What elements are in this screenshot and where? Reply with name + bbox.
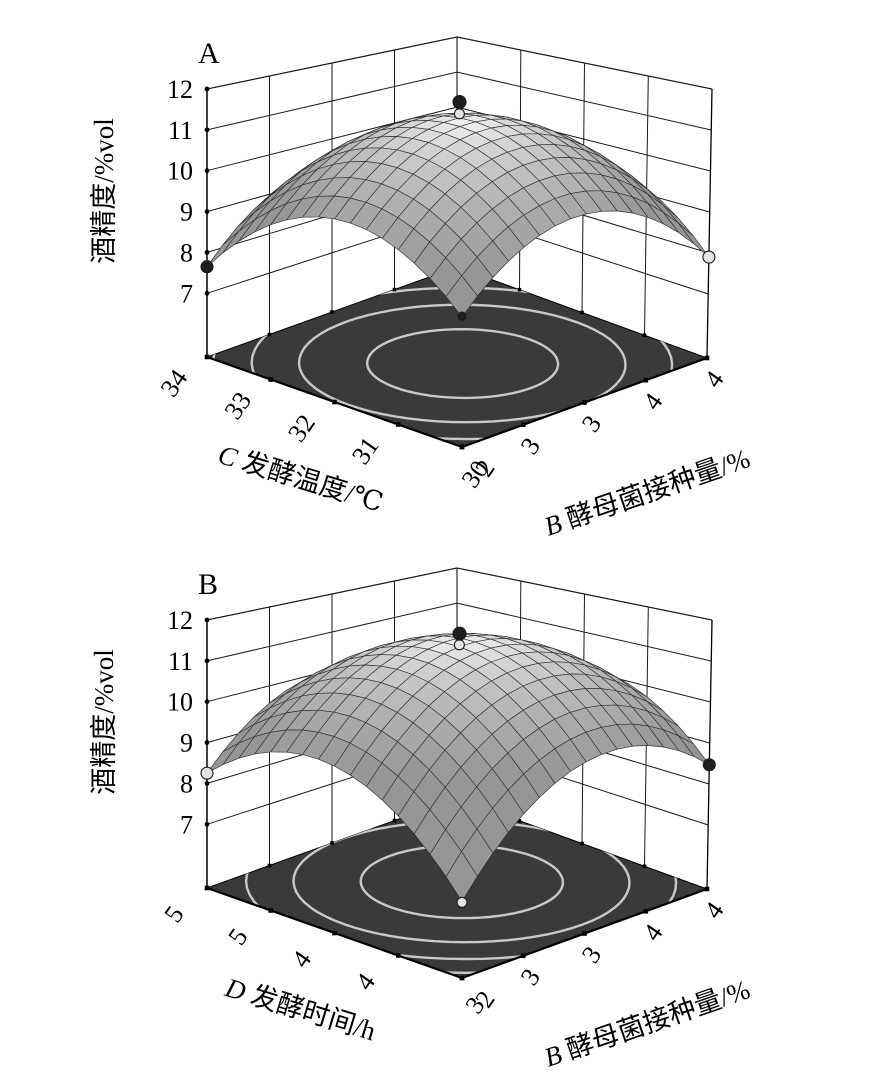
z-tick-label: 11 (168, 647, 193, 676)
right-axis-tick-label: 4 (637, 919, 668, 946)
right-axis-tick-label: 4 (698, 896, 729, 923)
z-tick-label: 9 (180, 198, 193, 227)
design-points (200, 626, 716, 908)
z-axis-title: 酒精度/%vol (89, 649, 119, 795)
surface-mesh (206, 633, 710, 902)
z-tick-label: 9 (180, 729, 193, 758)
left-edge-point (200, 260, 214, 274)
z-tick-label: 8 (180, 769, 193, 798)
z-axis (204, 617, 210, 888)
left-axis-tick-label: 5 (222, 923, 253, 950)
right-axis-tick-label: 4 (698, 365, 729, 392)
front-corner-point (457, 311, 467, 321)
right-axis-title: B 酵母菌接种量/% (540, 443, 753, 541)
right-axis-title: B 酵母菌接种量/% (540, 974, 753, 1072)
center-point-upper (452, 94, 467, 110)
z-axis-title: 酒精度/%vol (89, 118, 119, 264)
right-axis-tick-label: 3 (576, 410, 607, 437)
left-axis-tick-label: 4 (350, 968, 381, 995)
z-tick-label: 10 (167, 688, 193, 717)
right-edge-point (702, 250, 716, 264)
design-points (200, 94, 716, 321)
right-axis-tick-label: 3 (515, 432, 546, 459)
front-corner-point (456, 896, 468, 908)
right-edge-point (702, 758, 716, 772)
z-tick-label: 10 (167, 157, 193, 186)
panel-label: A (198, 37, 220, 70)
z-axis (204, 86, 210, 357)
left-edge-point (200, 766, 214, 780)
left-axis-tick-label: 32 (282, 409, 321, 447)
left-axis-tick-label: 34 (155, 364, 194, 402)
left-axis-tick-label: 4 (286, 945, 317, 972)
center-point-upper (452, 626, 467, 641)
z-tick-label: 8 (180, 238, 193, 267)
center-point-lower (453, 639, 465, 651)
right-axis-tick-label: 3 (576, 941, 607, 968)
z-tick-label: 7 (180, 279, 193, 308)
left-axis-tick-label: 5 (158, 900, 189, 927)
left-axis-tick-label: 31 (346, 432, 385, 470)
floor-front-edges (204, 818, 710, 981)
right-axis-tick-label: 3 (515, 963, 546, 990)
left-axis-tick-label: 33 (219, 387, 258, 425)
surface-mesh (206, 112, 710, 318)
center-point-lower (453, 108, 465, 120)
z-tick-label: 7 (180, 810, 193, 839)
right-axis-tick-label: 4 (637, 388, 668, 415)
z-tick-label: 12 (167, 606, 193, 635)
panel-label: B (198, 568, 218, 601)
z-tick-label: 11 (168, 116, 193, 145)
z-tick-label: 12 (167, 75, 193, 104)
